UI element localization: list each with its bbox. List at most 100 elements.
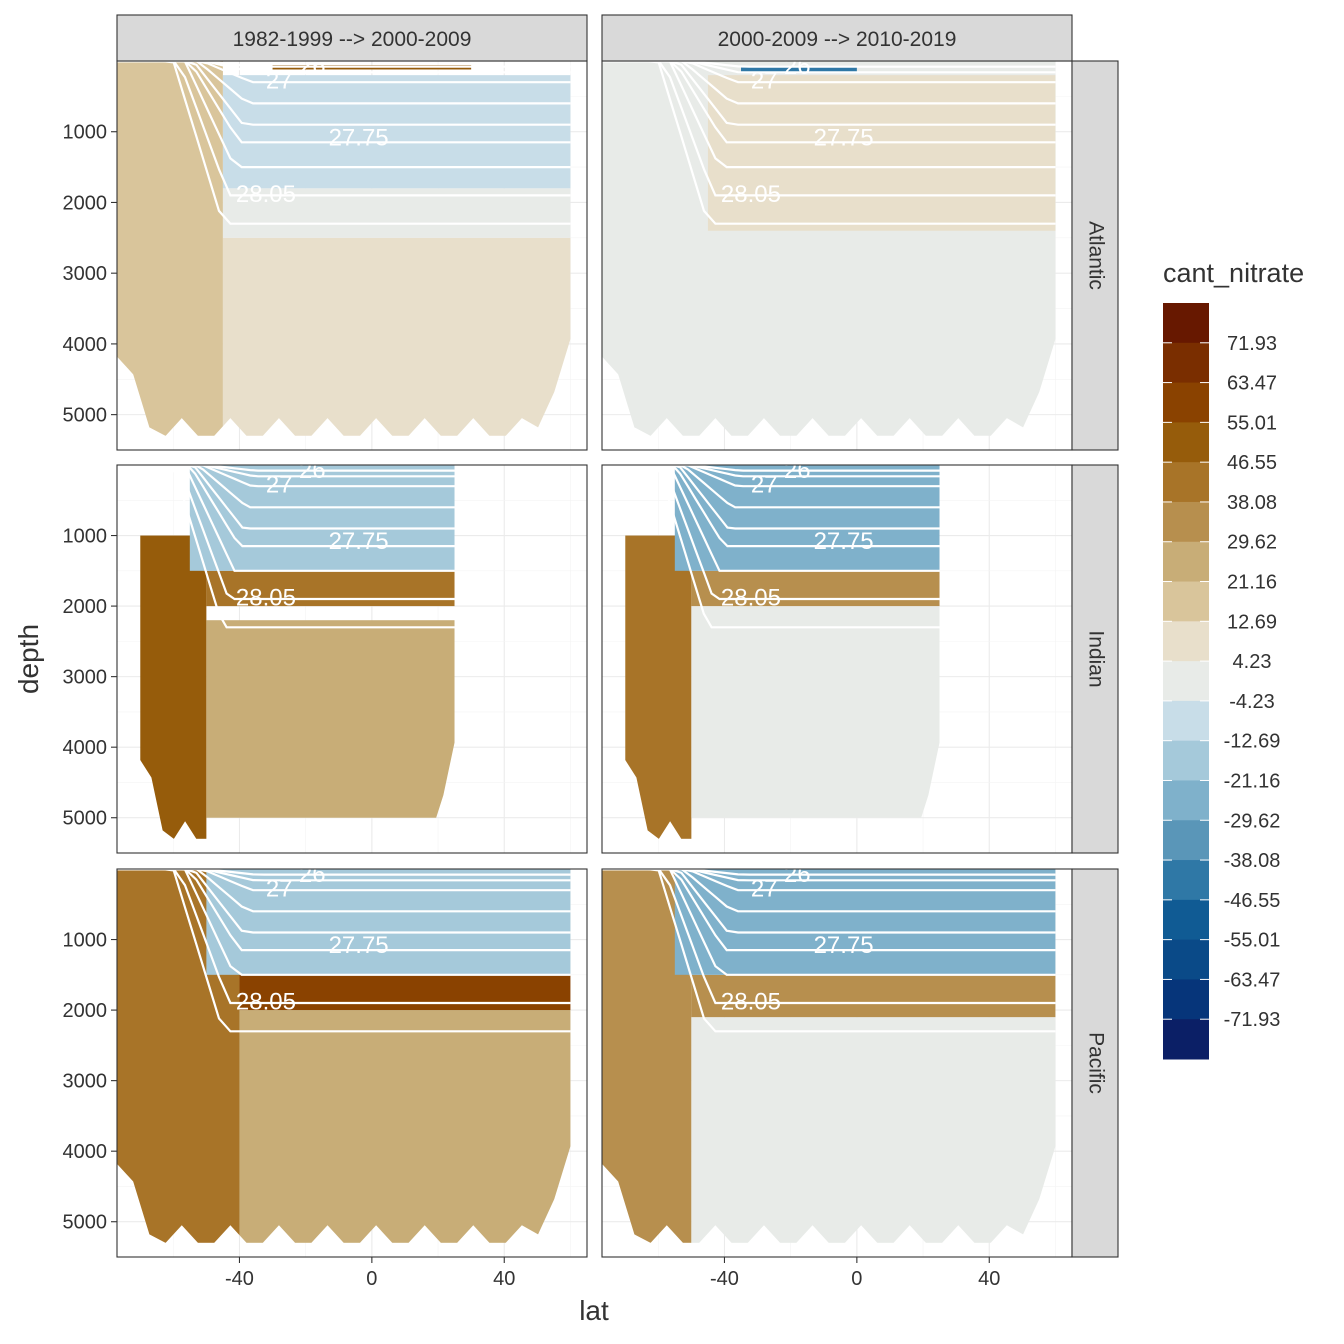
legend-swatch <box>1163 303 1209 344</box>
x-tick-label: 0 <box>851 1268 862 1290</box>
isopycnal-line <box>140 465 455 548</box>
isopycnal-label: 28.05 <box>721 989 781 1016</box>
isopycnal-label: 28.05 <box>721 585 781 612</box>
isopycnal-line <box>602 61 1056 74</box>
legend-label: -21.16 <box>1224 770 1281 792</box>
isopycnal-line <box>117 869 571 1005</box>
isopycnal-line <box>117 61 571 225</box>
legend-swatch <box>1163 979 1209 1020</box>
isopycnal-line <box>602 869 1056 913</box>
legend-label: 71.93 <box>1227 333 1277 355</box>
legend-swatch <box>1163 621 1209 662</box>
isopycnal-line <box>602 869 1056 934</box>
isopycnal-line <box>625 465 940 488</box>
legend-label: 55.01 <box>1227 412 1277 434</box>
isopycnal-contours <box>117 61 571 225</box>
y-tick-label: 2000 <box>63 192 108 214</box>
section-region <box>222 75 571 189</box>
isopycnal-line <box>117 869 571 1033</box>
isopycnal-line <box>140 465 455 488</box>
isopycnal-label: 26 <box>299 861 326 888</box>
isopycnal-line <box>602 61 1056 68</box>
isopycnal-label: 28.05 <box>721 181 781 208</box>
section-region <box>117 61 223 436</box>
isopycnal-label: 27 <box>266 68 293 95</box>
isopycnal-line <box>140 465 455 629</box>
isopycnal-label: 28.05 <box>236 181 296 208</box>
legend-label: 12.69 <box>1227 611 1277 633</box>
section-region <box>691 606 940 818</box>
legend-label: 4.23 <box>1233 651 1272 673</box>
isopycnal-line <box>602 61 1056 144</box>
section-region <box>691 570 940 607</box>
isopycnal-line <box>602 61 1056 169</box>
x-axis-title: lat <box>579 1295 609 1326</box>
legend-label: 63.47 <box>1227 373 1277 395</box>
x-tick-label: -40 <box>710 1268 739 1290</box>
isopycnal-line <box>602 869 1056 892</box>
y-tick-label: 1000 <box>63 526 108 548</box>
isopycnal-line <box>625 465 940 572</box>
isopycnal-line <box>625 465 940 629</box>
isopycnal-label: 27.75 <box>814 528 874 555</box>
section-fill <box>117 61 571 436</box>
section-region <box>206 570 455 607</box>
section-region <box>239 974 571 1011</box>
legend-swatch <box>1163 899 1209 941</box>
legend-label: 38.08 <box>1227 492 1277 514</box>
section-region <box>741 66 857 73</box>
isopycnal-label: 26 <box>784 457 811 484</box>
isopycnal-line <box>602 61 1056 105</box>
legend-label: -71.93 <box>1224 1009 1281 1031</box>
isopycnal-line <box>117 61 571 84</box>
legend-swatch <box>1163 740 1209 781</box>
isopycnal-line <box>602 869 1056 882</box>
isopycnal-line <box>117 61 571 68</box>
isopycnal-contours <box>602 869 1056 1033</box>
section-region <box>222 188 571 238</box>
y-tick-label: 4000 <box>63 1141 108 1163</box>
isopycnal-line <box>625 465 940 472</box>
y-tick-label: 3000 <box>63 667 108 689</box>
legend-label: -38.08 <box>1224 850 1281 872</box>
isopycnal-line <box>140 465 455 601</box>
y-tick-label: 5000 <box>63 405 108 427</box>
isopycnal-line <box>140 465 455 572</box>
isopycnal-label: 26 <box>784 861 811 888</box>
isopycnal-line <box>602 869 1056 1033</box>
x-tick-label: 40 <box>978 1268 1000 1290</box>
legend-swatch <box>1163 939 1209 980</box>
isopycnal-line <box>602 869 1056 952</box>
isopycnal-line <box>602 61 1056 197</box>
legend-swatch <box>1163 700 1209 742</box>
isopycnal-label: 27 <box>751 68 778 95</box>
row-strip <box>1071 60 1119 451</box>
isopycnal-line <box>625 465 940 548</box>
isopycnal-line <box>117 869 571 892</box>
section-region <box>239 1010 571 1243</box>
x-tick-label: 0 <box>366 1268 377 1290</box>
isopycnal-contours <box>117 869 571 1033</box>
section-fill <box>602 61 1056 436</box>
row-strip <box>1071 464 1119 854</box>
legend-swatch <box>1163 860 1209 901</box>
isopycnal-line <box>117 61 571 144</box>
panel-border <box>116 464 588 854</box>
isopycnal-line <box>117 869 571 976</box>
legend-swatch <box>1163 342 1209 384</box>
isopycnal-contours <box>602 61 1056 225</box>
isopycnal-line <box>117 869 571 876</box>
y-tick-label: 5000 <box>63 808 108 830</box>
isopycnal-label: 27.75 <box>814 932 874 959</box>
isopycnal-line <box>602 869 1056 1005</box>
isopycnal-label: 27.75 <box>329 932 389 959</box>
isopycnal-label: 27.75 <box>329 528 389 555</box>
isopycnal-label: 26 <box>299 457 326 484</box>
axes-layer: 1000200030004000500010002000300040005000… <box>63 122 1001 1290</box>
legend-swatch <box>1163 541 1209 583</box>
isopycnal-line <box>140 465 455 530</box>
